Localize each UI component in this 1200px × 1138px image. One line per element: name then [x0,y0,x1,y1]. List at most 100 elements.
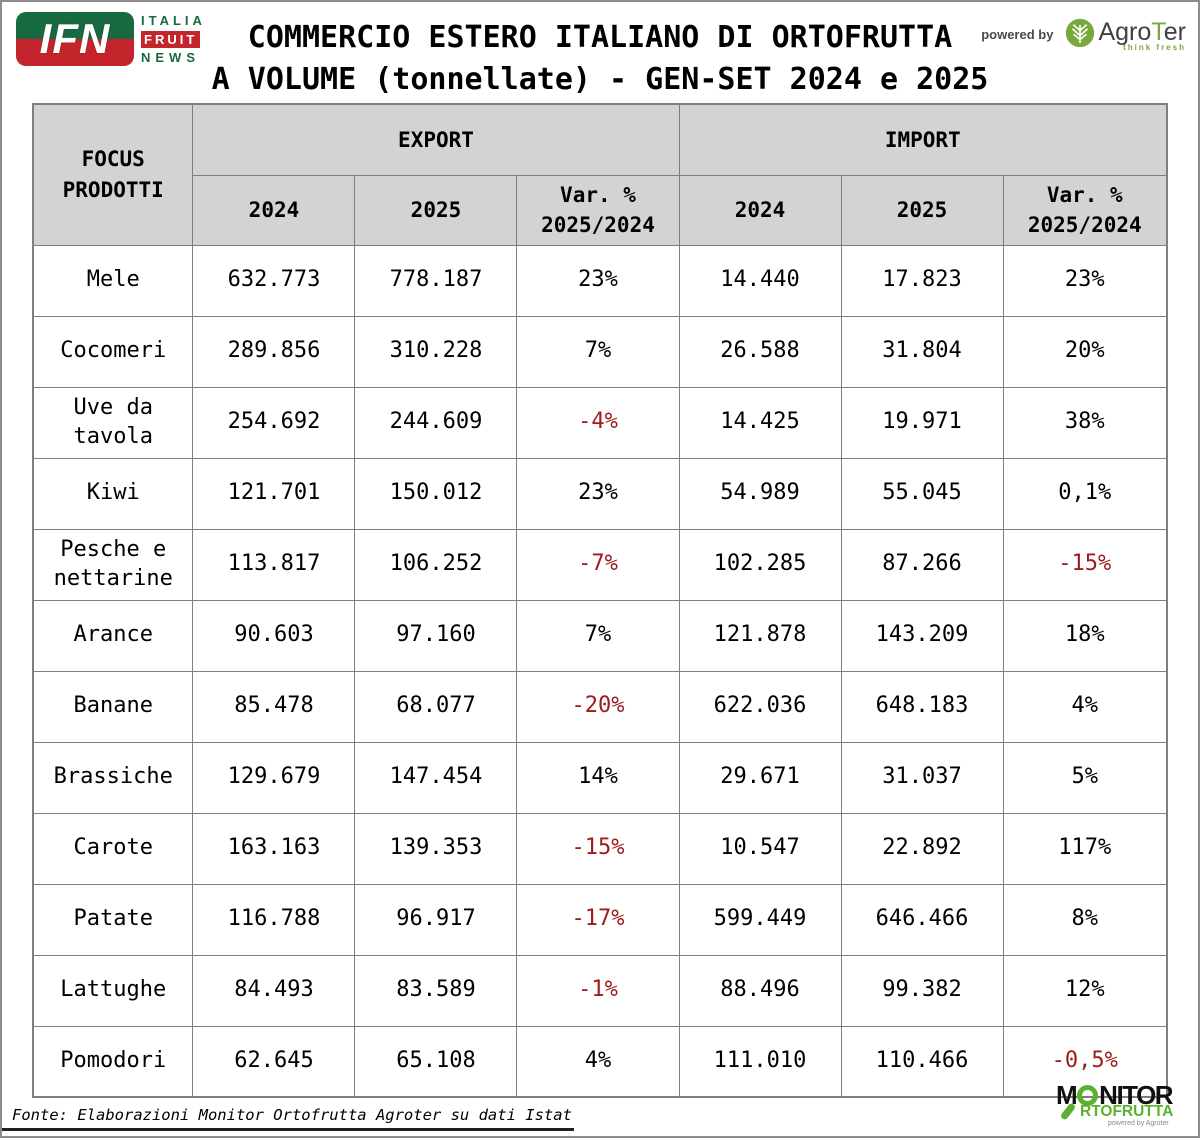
import-2024-cell: 26.588 [678,315,842,388]
ifn-news-label: NEWS [141,50,200,65]
export-2024-cell: 90.603 [192,599,356,672]
import-2024-cell: 29.671 [678,741,842,814]
import-2025-cell: 31.037 [840,741,1004,814]
monitor-word-m: M [1056,1080,1078,1110]
page-title: COMMERCIO ESTERO ITALIANO DI ORTOFRUTTA … [2,2,1198,101]
product-cell: Pesche e nettarine [32,528,194,601]
sub-header-row: 2024 2025 Var. % 2025/2024 2024 2025 Var… [33,174,1168,246]
export-2024-cell: 113.817 [192,528,356,601]
table-row: Mele 632.773 778.187 23% 14.440 17.823 2… [32,244,1168,317]
import-var-cell: 38% [1002,386,1168,459]
powered-by-label: powered by [981,27,1054,42]
table-row: Carote 163.163 139.353 -15% 10.547 22.89… [32,812,1168,885]
monitor-word-nitor: NITOR [1099,1080,1173,1110]
page-title-line2: A VOLUME (tonnellate) - GEN-SET 2024 e 2… [211,62,989,97]
export-2025-cell: 150.012 [354,457,518,530]
ortofrutta-word: RTOFRUTTA [1080,1103,1174,1120]
import-2024-cell: 14.425 [678,386,842,459]
export-2024-cell: 254.692 [192,386,356,459]
header: IFN ITALIA FRUIT NEWS COMMERCIO ESTERO I… [2,2,1198,103]
import-2024-cell: 10.547 [678,812,842,885]
export-var-header: Var. % 2025/2024 [516,174,680,246]
export-2025-cell: 147.454 [354,741,518,814]
import-2025-cell: 143.209 [840,599,1004,672]
import-2024-cell: 88.496 [678,954,842,1027]
import-2024-cell: 599.449 [678,883,842,956]
table-row: Lattughe 84.493 83.589 -1% 88.496 99.382… [32,954,1168,1027]
import-var-cell: 8% [1002,883,1168,956]
agroter-name-agro: Agro [1098,18,1152,46]
export-2024-cell: 289.856 [192,315,356,388]
agroter-tagline: think fresh [1123,43,1186,52]
table-row: Pesche e nettarine 113.817 106.252 -7% 1… [32,528,1168,601]
product-cell: Arance [32,599,194,672]
export-var-cell: -20% [516,670,680,743]
export-var-cell: 23% [516,244,680,317]
import-2024-cell: 14.440 [678,244,842,317]
export-var-cell: -1% [516,954,680,1027]
product-cell: Pomodori [32,1025,194,1098]
import-2025-cell: 99.382 [840,954,1004,1027]
product-cell: Lattughe [32,954,194,1027]
monitor-powered-by: powered by Agroter [1108,1120,1169,1127]
monitor-word: M NITOR [1056,1080,1190,1110]
import-2025-cell: 646.466 [840,883,1004,956]
product-cell: Patate [32,883,194,956]
agroter-wordmark: AgroTer think fresh [1098,18,1186,52]
export-2024-cell: 632.773 [192,244,356,317]
ifn-logo: IFN ITALIA FRUIT NEWS [16,12,206,66]
powered-by-block: powered by AgroTer think fresh [981,18,1186,52]
export-2025-cell: 106.252 [354,528,518,601]
import-var-cell: 20% [1002,315,1168,388]
export-group-header: EXPORT [192,103,680,176]
export-var-cell: 7% [516,599,680,672]
ifn-italia-label: ITALIA [141,13,206,28]
table-row: Kiwi 121.701 150.012 23% 54.989 55.045 0… [32,457,1168,530]
export-2024-cell: 121.701 [192,457,356,530]
export-2025-cell: 97.160 [354,599,518,672]
export-var-cell: 14% [516,741,680,814]
magnifier-icon [1077,1084,1099,1106]
export-var-cell: -15% [516,812,680,885]
import-2025-header: 2025 [840,174,1004,246]
export-2024-cell: 163.163 [192,812,356,885]
import-var-cell: 23% [1002,244,1168,317]
export-2024-cell: 62.645 [192,1025,356,1098]
import-var-cell: 117% [1002,812,1168,885]
table-row: Brassiche 129.679 147.454 14% 29.671 31.… [32,741,1168,814]
export-var-cell: -7% [516,528,680,601]
import-var-cell: 0,1% [1002,457,1168,530]
import-2024-header: 2024 [678,174,842,246]
ifn-acronym: IFN [39,15,111,62]
agroter-name: AgroTer [1098,18,1186,46]
export-2025-cell: 139.353 [354,812,518,885]
product-cell: Brassiche [32,741,194,814]
export-2025-cell: 244.609 [354,386,518,459]
import-2025-cell: 87.266 [840,528,1004,601]
import-var-header: Var. % 2025/2024 [1002,174,1168,246]
export-2025-cell: 778.187 [354,244,518,317]
agroter-name-er: er [1163,18,1186,46]
export-var-cell: 23% [516,457,680,530]
import-2024-cell: 622.036 [678,670,842,743]
import-2025-cell: 19.971 [840,386,1004,459]
product-cell: Carote [32,812,194,885]
page-title-line1: COMMERCIO ESTERO ITALIANO DI ORTOFRUTTA [247,20,953,55]
import-2025-cell: 22.892 [840,812,1004,885]
agroter-tree-icon [1066,18,1095,48]
import-var-cell: 4% [1002,670,1168,743]
import-2024-cell: 111.010 [678,1025,842,1098]
corner-header: FOCUS PRODOTTI [32,103,194,246]
export-2024-cell: 85.478 [192,670,356,743]
export-2024-cell: 84.493 [192,954,356,1027]
import-var-cell: 5% [1002,741,1168,814]
import-group-header: IMPORT [678,103,1168,176]
export-2025-header: 2025 [354,174,518,246]
export-var-cell: -4% [516,386,680,459]
table-row: Banane 85.478 68.077 -20% 622.036 648.18… [32,670,1168,743]
import-2024-cell: 54.989 [678,457,842,530]
table-row: Arance 90.603 97.160 7% 121.878 143.209 … [32,599,1168,672]
table-row: Uve da tavola 254.692 244.609 -4% 14.425… [32,386,1168,459]
import-var-cell: 12% [1002,954,1168,1027]
